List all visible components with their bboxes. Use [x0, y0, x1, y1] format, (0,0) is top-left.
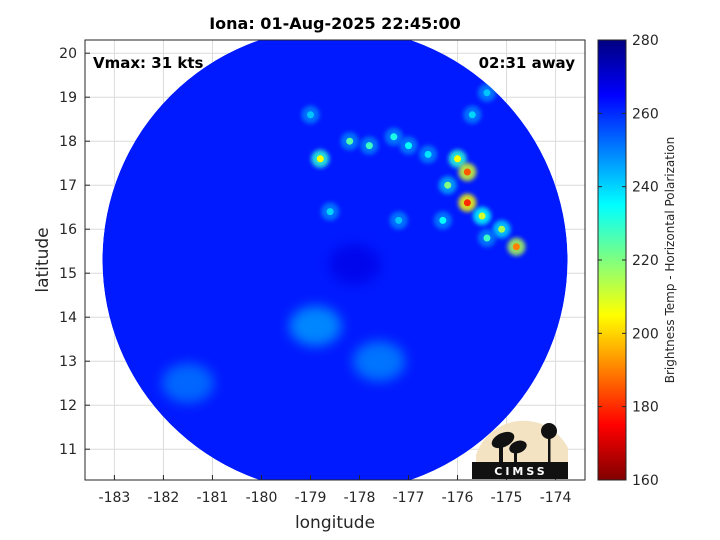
x-tick-label: -179 [295, 490, 327, 506]
rainband-point [395, 216, 403, 224]
colorbar-tick-label: 200 [632, 326, 659, 342]
rainband-point [365, 142, 373, 150]
rainband-point [512, 243, 520, 251]
x-tick-label: -176 [442, 490, 474, 506]
rainband-point [306, 111, 314, 119]
colorbar-tick-label: 180 [632, 400, 659, 416]
rainband-point [316, 155, 324, 163]
y-tick-label: 11 [59, 442, 77, 458]
rainband-point [478, 212, 486, 220]
y-tick-label: 14 [59, 310, 77, 326]
feature-patch [328, 244, 381, 285]
swath-layer [102, 40, 568, 480]
rainband-point [405, 142, 413, 150]
colorbar-tick-label: 240 [632, 180, 659, 196]
colorbar-tick-label: 220 [632, 253, 659, 269]
rainband-point [454, 155, 462, 163]
colorbar-tick-label: 260 [632, 106, 659, 122]
x-tick-label: -180 [246, 490, 278, 506]
x-axis-ticks: -183 -182 -181 -180 -179 -178 -177 -176 -175 -174 [99, 475, 572, 506]
colorbar-ticks: 160 180 200 220 240 260 280 [598, 33, 659, 489]
rainband-point [498, 225, 506, 233]
feature-patch [161, 363, 214, 404]
x-tick-label: -177 [393, 490, 425, 506]
rainband-point [483, 234, 491, 242]
y-tick-label: 15 [59, 266, 77, 282]
colorbar [597, 39, 627, 481]
y-tick-label: 16 [59, 222, 77, 238]
x-tick-label: -182 [148, 490, 180, 506]
rainband-point [483, 89, 491, 97]
rainband-point [439, 216, 447, 224]
rainband-point [463, 199, 471, 207]
rainband-points [301, 83, 526, 256]
x-tick-label: -174 [540, 490, 572, 506]
x-tick-label: -181 [197, 490, 229, 506]
y-tick-label: 18 [59, 134, 77, 150]
y-axis-label: latitude [33, 227, 53, 292]
feature-patch [289, 306, 342, 346]
rainband-point [424, 150, 432, 158]
time-away-annotation: 02:31 away [479, 54, 576, 72]
rainband-point [444, 181, 452, 189]
rainband-point [390, 133, 398, 141]
rainband-point [468, 111, 476, 119]
brightness-features [161, 244, 406, 404]
x-axis-label: longitude [295, 513, 375, 533]
rainband-point [463, 168, 471, 176]
vmax-annotation: Vmax: 31 kts [93, 54, 203, 72]
y-tick-label: 12 [59, 398, 77, 414]
x-tick-label: -178 [344, 490, 376, 506]
y-tick-label: 19 [59, 90, 77, 106]
y-tick-label: 20 [59, 46, 77, 62]
chart-title: Iona: 01-Aug-2025 22:45:00 [209, 14, 461, 33]
plot-frame [84, 39, 586, 481]
x-tick-label: -175 [491, 490, 523, 506]
y-tick-label: 13 [59, 354, 77, 370]
colorbar-tick-label: 280 [632, 33, 659, 49]
y-axis-ticks: 11 12 13 14 15 16 17 18 19 20 [59, 46, 90, 458]
rainband-point [346, 137, 354, 145]
y-tick-label: 17 [59, 178, 77, 194]
logo-text: CIMSS [494, 465, 547, 478]
colorbar-tick-label: 160 [632, 473, 659, 489]
feature-patch [353, 341, 406, 382]
x-tick-label: -183 [99, 490, 131, 506]
rainband-point [326, 208, 334, 216]
colorbar-label: Brightness Temp - Horizontal Polarizatio… [663, 137, 677, 384]
cimss-logo: CIMSS [472, 420, 568, 479]
